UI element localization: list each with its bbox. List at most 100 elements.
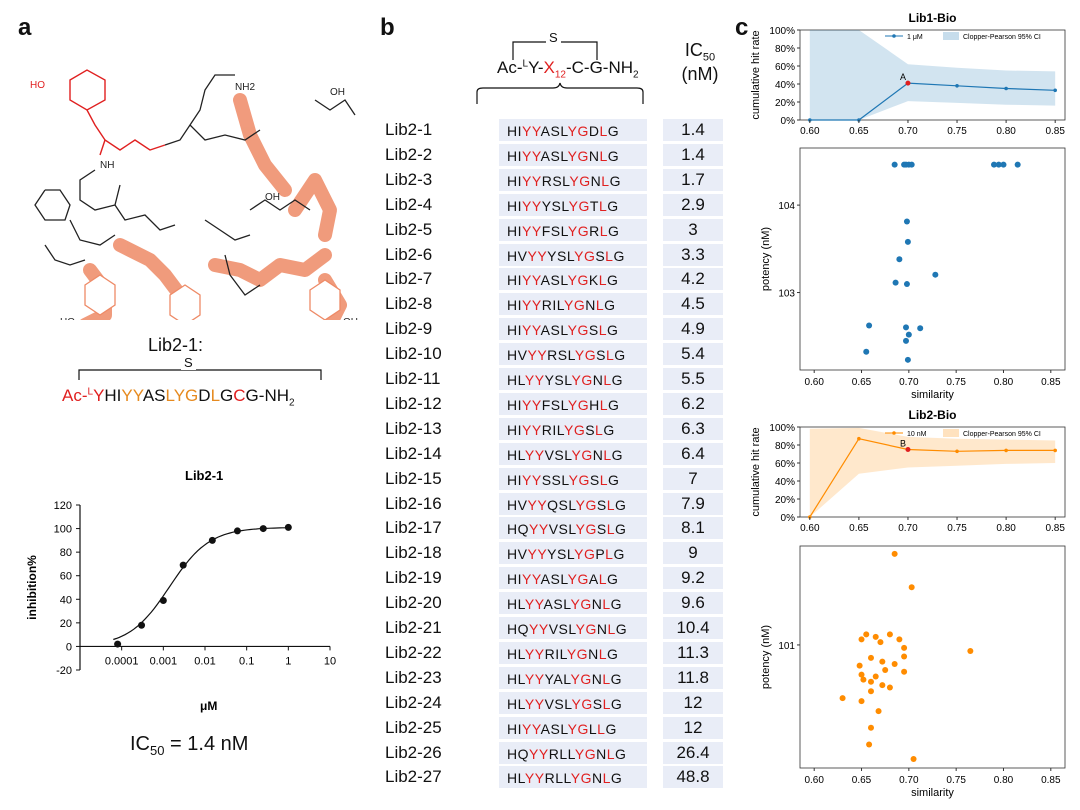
lib1-potency-chart: 0.60 0.65 0.70 0.75 0.80 0.85 103 104 similarity… [760, 147, 1066, 401]
y-tick-label: 20% [775, 495, 795, 506]
x-axis-label: similarity [911, 787, 954, 799]
data-point [858, 698, 865, 705]
peptide-sequence: HIYYRILYGNLG [499, 293, 647, 316]
data-point [891, 661, 898, 668]
annotation-label: A [900, 72, 906, 82]
legend-band-swatch [943, 429, 959, 437]
peptide-sequence: HIYYFSLYGHLG [499, 392, 647, 415]
data-point [904, 356, 911, 363]
peptide-sequence: HIYYYSLYGTLG [499, 193, 647, 216]
data-point [1053, 448, 1057, 453]
data-point [903, 337, 909, 344]
y-tick-label: 0 [66, 641, 72, 653]
peptide-sequence: HIYYSSLYGSLG [499, 467, 647, 490]
peptide-name: Lib2-23 [385, 667, 442, 687]
data-point [863, 631, 870, 638]
data-point [908, 584, 915, 591]
data-point [858, 636, 865, 643]
x-tick-label: 0.80 [996, 126, 1016, 137]
x-tick-label: 0.1 [239, 655, 254, 667]
data-point [858, 671, 865, 678]
peptide-sequence: HLYYRLLYGNLG [499, 766, 647, 789]
compound-sequence: Ac-LYHIYYASLYGDLGCG-NH2 [62, 386, 295, 409]
y-tick-label: 20% [775, 98, 795, 109]
ic50-value: 6.4 [663, 442, 723, 465]
peptide-name: Lib2-1 [385, 120, 433, 139]
plot-frame [799, 29, 1066, 121]
peptide-name: Lib2-21 [385, 618, 442, 637]
table-row: Lib2-15 HIYYSSLYGSLG 7 [385, 467, 730, 491]
plot-frame [799, 147, 1066, 371]
y-axis-label: potency (nM) [760, 625, 772, 689]
svg-text:HO: HO [30, 80, 45, 91]
ic50-value: 8.1 [663, 517, 723, 540]
peptide-name: Lib2-4 [385, 194, 433, 214]
table-row: Lib2-20 HLYYASLYGNLG 9.6 [385, 592, 730, 615]
sequence-bridge [78, 369, 322, 380]
table-row: Lib2-27 HLYYRLLYGNLG 48.8 [385, 766, 730, 789]
peptide-name: Lib2-15 [385, 468, 442, 488]
peptide-name: Lib2-17 [385, 518, 442, 538]
peptide-sequence: HLYYVSLYGNLG [499, 442, 647, 465]
peptide-sequence: HLYYASLYGNLG [499, 592, 647, 615]
ic50-value: 1.4 [663, 143, 723, 166]
sequence-segment: D [198, 386, 211, 405]
peptide-sequence: HVYYYSLYGSLG [499, 243, 647, 266]
panel-label-a: a [18, 14, 32, 41]
legend-marker [892, 34, 896, 38]
data-point [138, 621, 146, 629]
table-row: Lib2-10 HVYYRSLYGSLG 5.4 [385, 343, 730, 366]
table-row: Lib2-26 HQYYRLLYGNLG 26.4 [385, 741, 730, 765]
black-bonds [34, 74, 356, 296]
data-point [860, 676, 867, 683]
data-point [908, 161, 915, 168]
peptide-sequence: HIYYASLYGALG [499, 567, 647, 590]
y-tick-label: 103 [778, 289, 795, 300]
x-tick-label: 0.75 [946, 775, 966, 786]
data-point [903, 281, 910, 288]
table-row: Lib2-12 HIYYFSLYGHLG 6.2 [385, 392, 730, 416]
ic50-value: 11.8 [663, 666, 723, 689]
sequence-segment: G [245, 386, 259, 405]
table-row: Lib2-5 HIYYFSLYGRLG 3 [385, 218, 730, 242]
peptide-sequence: HIYYASLYGSLG [499, 318, 647, 341]
table-row: Lib2-7 HIYYASLYGKLG 4.2 [385, 268, 730, 291]
library-header-sequence: Ac-LY-X12-C-G-NH2 [497, 58, 639, 81]
lib2-hit-rate-chart: Lib2-Bio B 0% 20% 40% 60% 80% 100% 0.60 0.65 0.70 0… [750, 408, 1066, 534]
sequence-segment: G [220, 386, 234, 405]
table-row: Lib2-8 HIYYRILYGNLG 4.5 [385, 293, 730, 316]
y-tick-label: 120 [54, 500, 72, 512]
peptide-name: Lib2-14 [385, 443, 442, 463]
x-tick-label: 0.75 [946, 377, 966, 388]
data-point [208, 536, 216, 544]
peptide-name: Lib2-7 [385, 269, 433, 289]
peptide-sequence: HLYYVSLYGSLG [499, 691, 647, 714]
y-axis-label: cumulative hit rate [750, 427, 762, 516]
confidence-band [809, 427, 1056, 517]
x-tick-label: 0.60 [804, 775, 824, 786]
phenyl-rings [84, 274, 341, 320]
x-tick-label: 0.85 [1045, 126, 1065, 137]
x-tick-label: 0.65 [849, 126, 869, 137]
series-line [809, 438, 1056, 518]
y-axis-label: cumulative hit rate [750, 30, 762, 119]
x-tick-label: 0.80 [996, 523, 1016, 534]
data-point [867, 724, 874, 731]
peptide-sequence: HQYYVSLYGNLG [499, 617, 647, 639]
x-tick-label: 0.65 [852, 377, 872, 388]
peptide-sequence: HIYYASLYGDLG [499, 119, 647, 141]
dose-response-chart: Lib2-1 -20 0 20 40 60 80 100 120 0.0001 0.001 0.01 0… [25, 468, 336, 713]
x-tick-label: 0.85 [1041, 775, 1061, 786]
compound-label: Lib2-1: [148, 335, 204, 355]
x-tick-label: 0.65 [852, 775, 872, 786]
plot-frame [799, 545, 1066, 769]
y-tick-label: 40 [60, 594, 72, 606]
table-row: Lib2-23 HLYYYALYGNLG 11.8 [385, 666, 730, 690]
data-point [891, 550, 898, 557]
peptide-name: Lib2-5 [385, 219, 433, 239]
y-axis-label: potency (nM) [760, 227, 772, 291]
data-point [1004, 448, 1008, 453]
table-row: Lib2-4 HIYYYSLYGTLG 2.9 [385, 193, 730, 217]
y-tick-label: 0% [781, 116, 796, 127]
peptide-name: Lib2-26 [385, 742, 442, 762]
